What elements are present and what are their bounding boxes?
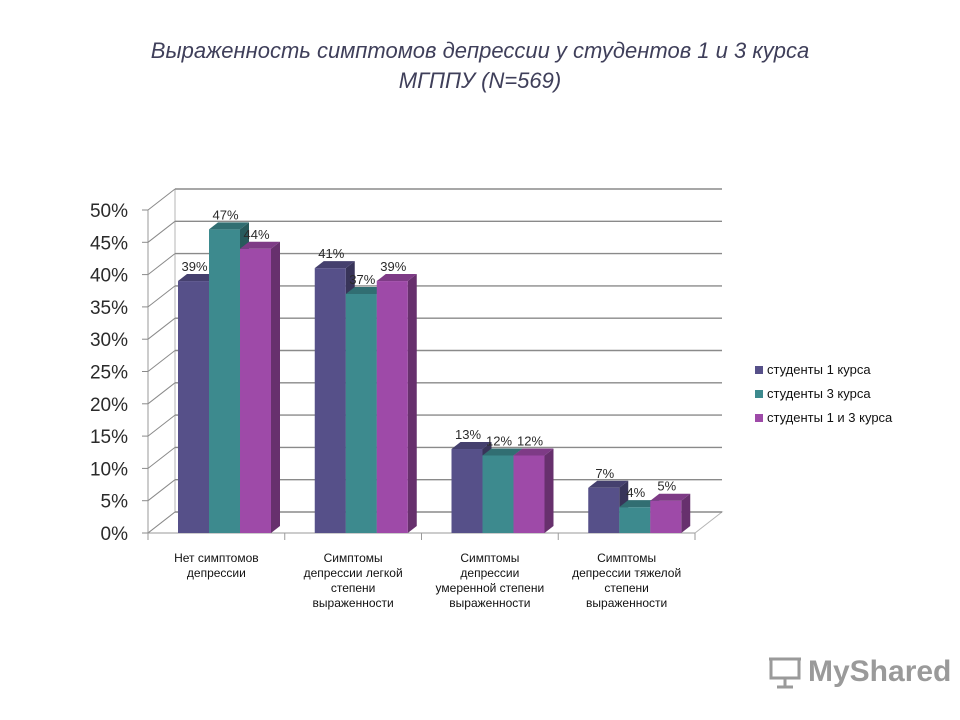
bar-top xyxy=(451,442,492,450)
gridline-diagonal xyxy=(147,350,176,372)
chart-title-line-1: Выраженность симптомов депрессии у студе… xyxy=(150,38,810,63)
watermark: MyShared xyxy=(768,655,951,689)
bar xyxy=(482,455,514,533)
bar xyxy=(513,455,545,533)
y-tick-label: 10% xyxy=(90,459,128,480)
data-label: 7% xyxy=(595,466,614,481)
data-label: 12% xyxy=(486,433,512,448)
x-tick-label: степени xyxy=(604,581,649,595)
data-label: 13% xyxy=(455,427,481,442)
y-tick-label: 15% xyxy=(90,427,128,448)
bar-top xyxy=(345,286,386,294)
y-tick-label: 50% xyxy=(90,201,128,222)
x-tick-label: выраженности xyxy=(449,596,530,610)
watermark-text: MyShared xyxy=(808,655,952,688)
x-tick-label: Нет симптомов xyxy=(174,551,259,565)
gridline-diagonal xyxy=(147,253,176,275)
legend-entry: студенты 1 курса xyxy=(767,362,871,377)
y-tick-label: 30% xyxy=(90,330,128,351)
x-tick-label: депрессии xyxy=(460,566,519,580)
bar-top xyxy=(240,241,280,249)
bar-top xyxy=(650,493,691,501)
x-tick-label: выраженности xyxy=(586,596,667,610)
bar xyxy=(178,281,209,533)
y-tick-label: 40% xyxy=(90,266,128,287)
y-tick-label: 20% xyxy=(90,395,128,416)
data-label: 44% xyxy=(243,227,269,242)
y-tick-label: 25% xyxy=(90,363,128,384)
legend-entry: студенты 1 и 3 курса xyxy=(767,410,893,425)
bar xyxy=(650,500,682,533)
y-tick-label: 5% xyxy=(101,492,129,513)
gridline-diagonal xyxy=(147,188,176,211)
bar xyxy=(619,507,651,533)
bar-side xyxy=(681,493,691,533)
x-tick-label: Симптомы xyxy=(460,551,519,565)
bar-top xyxy=(376,274,417,282)
x-tick-label: Симптомы xyxy=(324,551,383,565)
bar-top xyxy=(482,448,523,456)
bar-top xyxy=(513,448,554,456)
gridline-diagonal xyxy=(147,511,176,534)
x-tick-label: умеренной степени xyxy=(436,581,545,595)
chart-title-line-2: МГППУ (N=569) xyxy=(398,68,562,93)
x-tick-label: депрессии легкой xyxy=(304,566,403,580)
gridline-diagonal xyxy=(147,479,176,502)
gridline-diagonal xyxy=(147,220,176,243)
bar xyxy=(209,229,240,533)
bar-top xyxy=(178,274,218,282)
bar-top xyxy=(588,480,629,488)
presentation-board-icon xyxy=(769,657,801,689)
bar-side xyxy=(407,274,417,533)
bar xyxy=(588,487,620,533)
x-tick-label: Симптомы xyxy=(597,551,656,565)
x-tick-label: степени xyxy=(331,581,376,595)
gridline-diagonal xyxy=(147,447,176,469)
bar xyxy=(240,248,271,533)
gridline-diagonal xyxy=(147,317,176,340)
bar-top xyxy=(209,222,249,230)
bar-top xyxy=(314,261,355,269)
data-label: 37% xyxy=(349,272,375,287)
bar xyxy=(314,268,346,533)
y-tick-label: 35% xyxy=(90,298,128,319)
data-label: 47% xyxy=(212,207,238,222)
legend-swatch xyxy=(755,414,763,422)
gridline-diagonal xyxy=(147,414,176,437)
data-label: 41% xyxy=(318,246,344,261)
chart-title: Выраженность симптомов депрессии у студе… xyxy=(40,36,920,96)
y-tick-label: 45% xyxy=(90,233,128,254)
x-tick-label: выраженности xyxy=(313,596,394,610)
legend-swatch xyxy=(755,390,763,398)
y-tick-label: 0% xyxy=(101,524,129,545)
bar xyxy=(345,293,377,533)
data-label: 4% xyxy=(626,485,645,500)
bar-side xyxy=(271,241,280,533)
data-label: 39% xyxy=(380,259,406,274)
bar-side xyxy=(544,448,554,533)
legend-entry: студенты 3 курса xyxy=(767,386,871,401)
bar xyxy=(451,449,483,533)
gridline-diagonal xyxy=(147,285,176,308)
x-tick-label: депрессии тяжелой xyxy=(572,566,681,580)
bar-top xyxy=(619,500,660,508)
data-label: 12% xyxy=(517,433,543,448)
data-label: 39% xyxy=(181,259,207,274)
data-label: 5% xyxy=(657,479,676,494)
bar xyxy=(376,281,408,533)
gridline-diagonal xyxy=(147,382,176,405)
legend-swatch xyxy=(755,366,763,374)
x-tick-label: депрессии xyxy=(187,566,246,580)
